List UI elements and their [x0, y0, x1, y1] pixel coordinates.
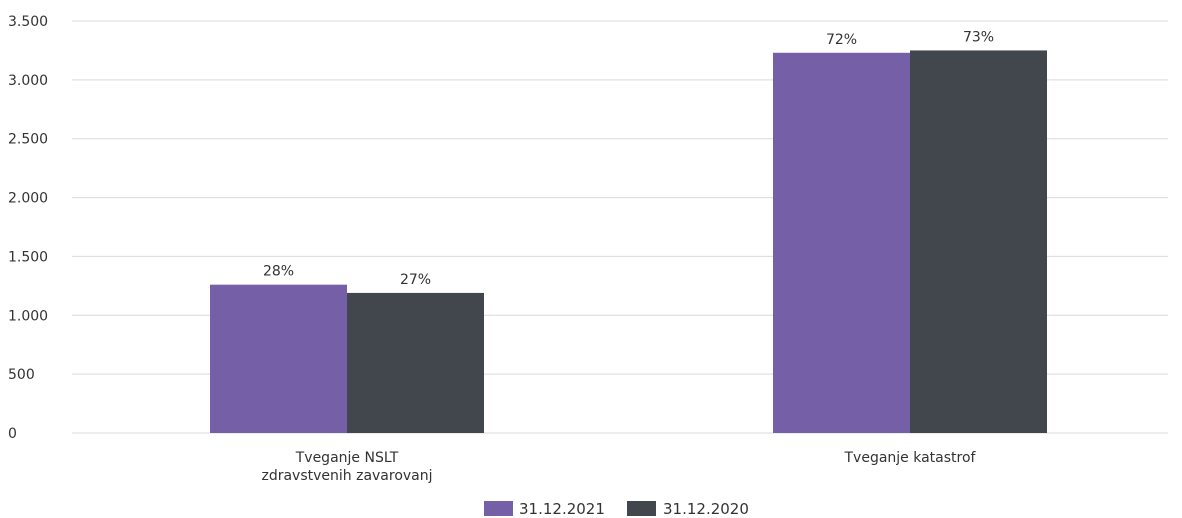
data-label: 73%	[963, 29, 994, 45]
data-labels: 28% 72% 27% 73%	[263, 29, 994, 287]
bar	[910, 50, 1047, 434]
legend-label: 31.12.2021	[519, 500, 605, 518]
y-tick-label: 500	[8, 367, 35, 383]
x-category-label: zdravstvenih zavarovanj	[261, 468, 432, 484]
data-label: 28%	[263, 264, 294, 280]
y-tick-label: 3.500	[8, 14, 48, 30]
x-axis-categories: Tveganje NSLT zdravstvenih zavarovanj Tveg…	[261, 450, 976, 484]
y-tick-label: 1.000	[8, 308, 48, 324]
data-label: 27%	[400, 272, 431, 288]
y-tick-label: 0	[8, 426, 17, 442]
y-tick-label: 1.500	[8, 249, 48, 265]
y-tick-label: 3.000	[8, 73, 48, 89]
y-axis-ticks: 0 500 1.000 1.500 2.000 2.500 3.000 3.500	[8, 14, 48, 442]
bar	[347, 292, 484, 433]
legend-swatch	[484, 501, 513, 516]
data-label: 72%	[826, 32, 857, 48]
y-tick-label: 2.000	[8, 191, 48, 207]
legend-label: 31.12.2020	[663, 500, 749, 518]
bars	[210, 50, 1047, 434]
bar	[773, 52, 910, 433]
legend-swatch	[627, 501, 656, 516]
y-tick-label: 2.500	[8, 132, 48, 148]
x-category-label: Tveganje NSLT	[295, 450, 399, 466]
legend: 31.12.2021 31.12.2020	[484, 500, 749, 518]
x-category-label: Tveganje katastrof	[844, 450, 977, 466]
bar	[210, 284, 347, 433]
